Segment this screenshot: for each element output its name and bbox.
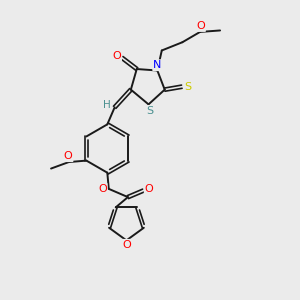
Text: H: H [103,100,110,110]
Text: O: O [145,184,154,194]
Text: O: O [112,51,121,62]
Text: O: O [122,240,131,250]
Text: O: O [196,21,205,31]
Text: N: N [153,60,161,70]
Text: O: O [98,184,107,194]
Text: S: S [146,106,154,116]
Text: S: S [185,82,192,92]
Text: O: O [64,151,73,161]
